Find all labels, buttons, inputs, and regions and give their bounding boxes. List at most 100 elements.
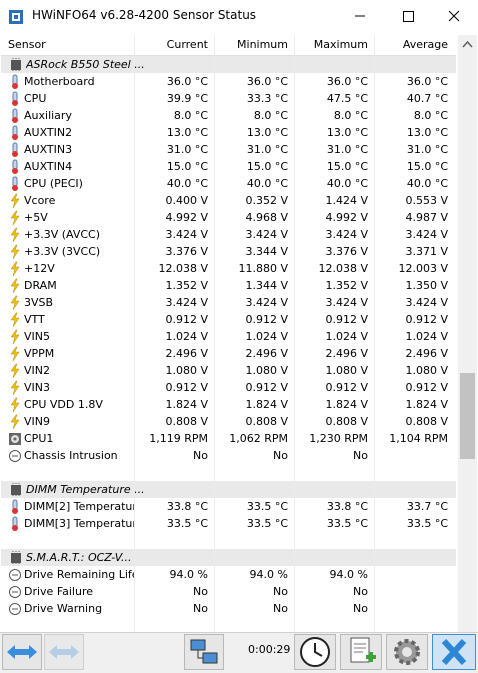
sensor-value: 0.912 V: [405, 381, 448, 394]
sensor-name: Motherboard: [24, 75, 95, 88]
sensor-value: 2.496 V: [165, 347, 208, 360]
sensor-row: +12V 12.038 V 11.880 V 12.038 V 12.003 V: [1, 260, 456, 277]
sensor-name: Auxiliary: [24, 109, 72, 122]
sensor-value: 0.912 V: [245, 313, 288, 326]
sensor-value: 15.0 °C: [406, 160, 448, 173]
sensor-icon: [12, 499, 18, 514]
sensor-row: VIN9 0.808 V 0.808 V 0.808 V 0.808 V: [1, 413, 456, 430]
sensor-value: 2.496 V: [405, 347, 448, 360]
sensor-value: 15.0 °C: [246, 160, 288, 173]
sensor-name: VPPM: [24, 347, 55, 360]
column-separator: [294, 35, 295, 632]
sensor-icon: [10, 261, 20, 277]
sensor-value: 3.371 V: [405, 245, 448, 258]
sensor-value: 1.352 V: [325, 279, 368, 292]
network-button[interactable]: [184, 634, 224, 670]
sensor-value: 33.3 °C: [246, 92, 288, 105]
sensor-value: 1.024 V: [325, 330, 368, 343]
window-controls[interactable]: [350, 8, 468, 24]
sensor-icon: [10, 414, 20, 430]
sensor-name: CPU: [24, 92, 47, 105]
column-separator: [214, 35, 215, 632]
sensor-value: 8.0 °C: [253, 109, 288, 122]
column-header: Average: [402, 38, 448, 51]
sensor-value: 4.992 V: [325, 211, 368, 224]
column-header: Sensor: [8, 38, 46, 51]
sensor-icon: [9, 450, 21, 462]
sensor-icon: [10, 380, 20, 396]
sensor-value: 40.0 °C: [166, 177, 208, 190]
sensor-name: +3.3V (3VCC): [24, 245, 101, 258]
sensor-row: Drive Failure No No No: [1, 583, 456, 600]
sensor-value: 15.0 °C: [326, 160, 368, 173]
group-row: DIMM Temperature ...: [1, 481, 456, 498]
sensor-value: No: [353, 585, 368, 598]
sensor-value: 2.496 V: [325, 347, 368, 360]
sensor-value: 1.352 V: [165, 279, 208, 292]
sensor-value: 8.0 °C: [333, 109, 368, 122]
sensor-value: 8.0 °C: [413, 109, 448, 122]
app-icon: [9, 10, 23, 24]
sensor-value: 33.5 °C: [406, 517, 448, 530]
sensor-value: 0.912 V: [325, 381, 368, 394]
sensor-name: VTT: [24, 313, 45, 326]
sensor-value: No: [193, 585, 208, 598]
sensor-value: 3.424 V: [405, 296, 448, 309]
sensor-name: CPU1: [24, 432, 54, 445]
sensor-value: 94.0 %: [249, 568, 288, 581]
sensor-name: VIN3: [24, 381, 50, 394]
sensor-name: VIN2: [24, 364, 50, 377]
sensor-value: 3.376 V: [165, 245, 208, 258]
sensor-row: +3.3V (AVCC) 3.424 V 3.424 V 3.424 V 3.424 V: [1, 226, 456, 243]
sensor-icon: [10, 193, 20, 209]
sensor-value: 3.424 V: [165, 228, 208, 241]
scrollbar[interactable]: [458, 35, 477, 632]
sensor-value: 1,230 RPM: [309, 432, 368, 445]
sensor-value: No: [353, 602, 368, 615]
sensor-row: AUXTIN2 13.0 °C 13.0 °C 13.0 °C 13.0 °C: [1, 124, 456, 141]
close-button[interactable]: [432, 634, 476, 670]
sensor-icon: [10, 295, 20, 311]
sensor-icon: [10, 312, 20, 328]
sensor-value: 31.0 °C: [246, 143, 288, 156]
nav-button-disabled[interactable]: [44, 634, 84, 670]
sensor-value: 1.424 V: [325, 194, 368, 207]
sensor-value: 36.0 °C: [246, 75, 288, 88]
sensor-value: 0.808 V: [245, 415, 288, 428]
sensor-value: 33.5 °C: [166, 517, 208, 530]
sensor-value: 4.987 V: [405, 211, 448, 224]
sensor-name: AUXTIN2: [24, 126, 73, 139]
sensor-value: 33.8 °C: [326, 500, 368, 513]
sensor-value: 12.003 V: [398, 262, 448, 275]
sensor-value: 4.968 V: [245, 211, 288, 224]
sensor-icon: [9, 569, 21, 581]
sensor-row: Drive Remaining Life 94.0 % 94.0 % 94.0 %: [1, 566, 456, 583]
nav-button[interactable]: [2, 634, 42, 670]
sensor-icon: [10, 244, 20, 260]
sensor-value: 4.992 V: [165, 211, 208, 224]
sensor-value: No: [273, 585, 288, 598]
scrollbar-parts: [460, 40, 475, 459]
report-button[interactable]: [340, 634, 382, 670]
sensor-row: +3.3V (3VCC) 3.376 V 3.344 V 3.376 V 3.371 V: [1, 243, 456, 260]
sensor-value: 3.424 V: [405, 228, 448, 241]
sensor-row: VIN5 1.024 V 1.024 V 1.024 V 1.024 V: [1, 328, 456, 345]
sensor-value: 3.424 V: [245, 296, 288, 309]
sensor-row: DRAM 1.352 V 1.344 V 1.352 V 1.350 V: [1, 277, 456, 294]
sensor-value: 1.080 V: [325, 364, 368, 377]
settings-button[interactable]: [386, 634, 428, 670]
sensor-value: 36.0 °C: [326, 75, 368, 88]
sensor-row: 3VSB 3.424 V 3.424 V 3.424 V 3.424 V: [1, 294, 456, 311]
sensor-value: 36.0 °C: [406, 75, 448, 88]
sensor-icon: [12, 108, 18, 123]
sensor-value: 33.8 °C: [166, 500, 208, 513]
sensor-name: +5V: [24, 211, 48, 224]
sensor-row: AUXTIN4 15.0 °C 15.0 °C 15.0 °C 15.0 °C: [1, 158, 456, 175]
sensor-row: VIN3 0.912 V 0.912 V 0.912 V 0.912 V: [1, 379, 456, 396]
sensor-value: 1.024 V: [165, 330, 208, 343]
clock-button[interactable]: [294, 634, 336, 670]
title-bar: HWiNFO64 v6.28-4200 Sensor Status: [0, 0, 478, 33]
sensor-name: AUXTIN3: [24, 143, 73, 156]
column-header: Maximum: [313, 38, 368, 51]
chip-icon: [11, 483, 21, 497]
